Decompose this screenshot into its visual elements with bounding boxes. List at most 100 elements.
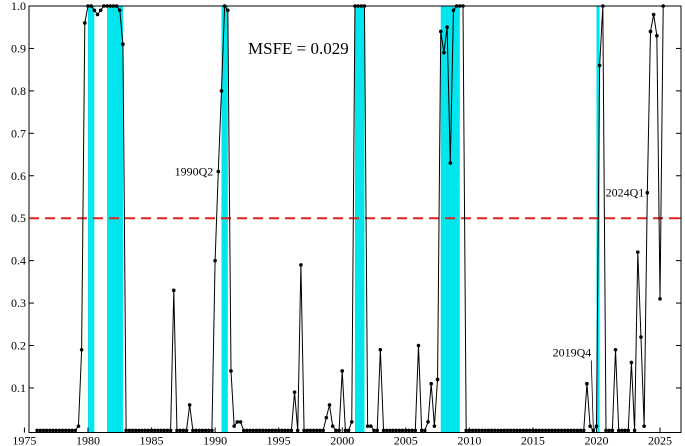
recession-band xyxy=(87,6,95,433)
point-marker xyxy=(629,360,634,365)
point-marker xyxy=(461,4,465,8)
point-marker xyxy=(238,420,243,424)
point-marker xyxy=(162,428,167,433)
point-marker xyxy=(597,63,602,68)
point-marker xyxy=(197,428,202,433)
point-marker xyxy=(388,428,392,433)
point-marker xyxy=(108,4,113,8)
point-marker xyxy=(203,428,208,433)
point-marker xyxy=(403,428,408,433)
x-tick-label: 1995 xyxy=(267,434,291,446)
point-marker xyxy=(346,428,351,433)
point-marker xyxy=(264,428,268,433)
point-marker xyxy=(505,428,510,433)
point-marker xyxy=(343,428,348,433)
recession-band xyxy=(440,6,460,433)
point-marker xyxy=(299,263,303,267)
point-marker xyxy=(620,428,624,433)
point-marker xyxy=(648,29,653,34)
y-tick-label: 0.2 xyxy=(11,339,26,353)
x-tick-label: 2005 xyxy=(394,434,418,446)
y-tick-label: 0.6 xyxy=(11,169,26,183)
msfe-annotation: MSFE = 0.029 xyxy=(248,39,349,58)
point-marker xyxy=(200,428,205,433)
point-marker xyxy=(184,428,189,433)
point-marker xyxy=(124,428,128,433)
point-marker xyxy=(454,4,459,8)
point-marker xyxy=(260,428,265,433)
point-marker xyxy=(508,428,513,433)
point-marker xyxy=(588,424,592,428)
point-marker xyxy=(658,297,662,301)
x-tick-label: 2025 xyxy=(648,434,672,446)
x-tick-label: 2020 xyxy=(584,434,608,446)
point-marker xyxy=(540,428,545,433)
point-marker xyxy=(330,424,335,428)
point-marker xyxy=(334,428,338,433)
point-marker xyxy=(518,428,522,433)
point-marker xyxy=(550,428,554,433)
point-marker xyxy=(143,428,147,433)
point-marker xyxy=(451,8,456,13)
point-marker xyxy=(512,428,516,433)
leader-line xyxy=(590,360,594,429)
point-marker xyxy=(114,4,119,8)
point-marker xyxy=(435,377,440,382)
point-marker xyxy=(83,21,87,25)
point-marker xyxy=(210,428,214,433)
point-marker xyxy=(181,428,186,433)
point-marker xyxy=(79,347,84,352)
point-marker xyxy=(257,428,262,433)
point-marker xyxy=(254,428,259,433)
point-marker xyxy=(86,4,90,8)
point-marker xyxy=(117,8,122,13)
point-marker xyxy=(63,428,68,433)
point-marker xyxy=(543,428,548,433)
point-marker xyxy=(394,428,399,433)
point-marker xyxy=(391,428,395,433)
point-marker xyxy=(305,428,310,433)
point-marker xyxy=(372,428,376,433)
point-marker xyxy=(546,428,551,433)
point-marker xyxy=(527,428,532,433)
point-marker xyxy=(156,428,160,433)
point-marker xyxy=(365,424,370,428)
point-marker xyxy=(324,415,329,420)
point-marker xyxy=(489,428,494,433)
point-marker xyxy=(378,347,383,352)
point-marker xyxy=(276,428,281,433)
point-marker xyxy=(610,428,615,433)
recession-band xyxy=(221,6,228,433)
point-marker xyxy=(232,424,236,428)
point-marker xyxy=(515,428,519,433)
point-marker xyxy=(445,25,449,30)
point-marker xyxy=(280,428,284,433)
point-label: 1990Q2 xyxy=(175,165,214,179)
point-marker xyxy=(38,428,43,433)
point-marker xyxy=(381,428,386,433)
point-marker xyxy=(140,428,144,433)
point-marker xyxy=(419,428,424,433)
point-marker xyxy=(464,428,468,433)
point-marker xyxy=(559,428,564,433)
point-marker xyxy=(248,428,252,433)
point-marker xyxy=(321,428,325,433)
point-marker xyxy=(152,428,157,433)
point-marker xyxy=(337,428,341,433)
point-marker xyxy=(146,428,151,433)
point-marker xyxy=(133,428,138,433)
point-marker xyxy=(121,42,125,46)
y-tick-label: 0.7 xyxy=(11,126,26,140)
point-marker xyxy=(534,428,538,433)
point-marker xyxy=(635,250,640,254)
point-marker xyxy=(362,4,367,8)
point-marker xyxy=(54,428,59,433)
point-marker xyxy=(127,428,132,433)
point-marker xyxy=(616,428,621,433)
point-marker xyxy=(416,343,421,348)
recession-band xyxy=(354,6,365,433)
point-marker xyxy=(289,428,294,433)
point-marker xyxy=(353,4,357,8)
point-marker xyxy=(241,428,246,433)
